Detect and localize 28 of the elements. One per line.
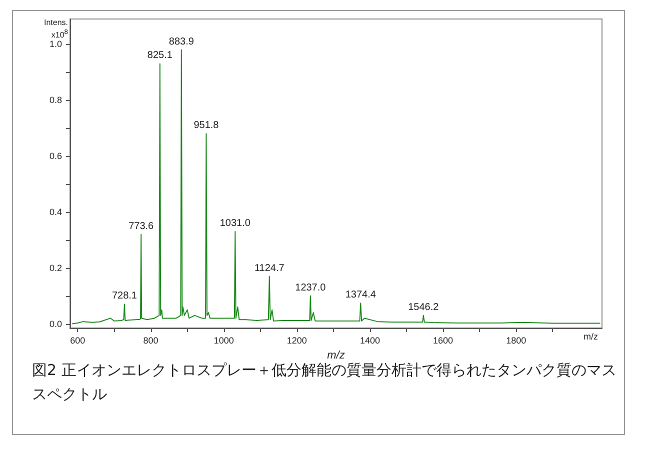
y-tick-label: 0.8 <box>49 95 62 106</box>
x-tick-label: 600 <box>70 336 86 346</box>
text: m/z <box>584 332 598 342</box>
x-axis-title: m/z <box>327 349 346 362</box>
annotation: 825.1 <box>147 50 173 62</box>
annotation: 951.8 <box>194 120 220 132</box>
x-tick-label: 1600 <box>433 336 454 346</box>
y-tick-label: 0.2 <box>49 262 62 273</box>
annotation: 883.9 <box>168 36 194 48</box>
y-tick-label: 0.6 <box>49 151 62 162</box>
x-tick-label: 1800 <box>506 336 526 346</box>
x-tick-label: 1000 <box>214 336 234 346</box>
x-tick-label: 800 <box>143 336 158 346</box>
y-tick-label: 0.0 <box>49 318 62 329</box>
annotation: 1031.0 <box>220 218 251 230</box>
x-tick-label: 1200 <box>286 336 307 346</box>
y-tick-label: 1.0 <box>49 39 62 50</box>
annotation: 773.6 <box>128 220 154 232</box>
y-tick-label: 0.4 <box>49 206 62 217</box>
annotation: 1374.4 <box>345 290 376 301</box>
text: 図2 正イオンエレクトロスプレー＋低分解能の質量分析計で得られたタンパク質のマススペクトル <box>32 360 618 405</box>
annotation: 1546.2 <box>408 302 440 313</box>
annotation: 728.1 <box>112 290 138 302</box>
line-series <box>72 49 601 324</box>
annotation: 1237.0 <box>295 282 326 294</box>
x-tick-label: 1400 <box>360 336 380 346</box>
y-axis-title: Intens. x10$^{8}$ <box>42 18 68 40</box>
annotation: 1124.7 <box>254 262 285 274</box>
